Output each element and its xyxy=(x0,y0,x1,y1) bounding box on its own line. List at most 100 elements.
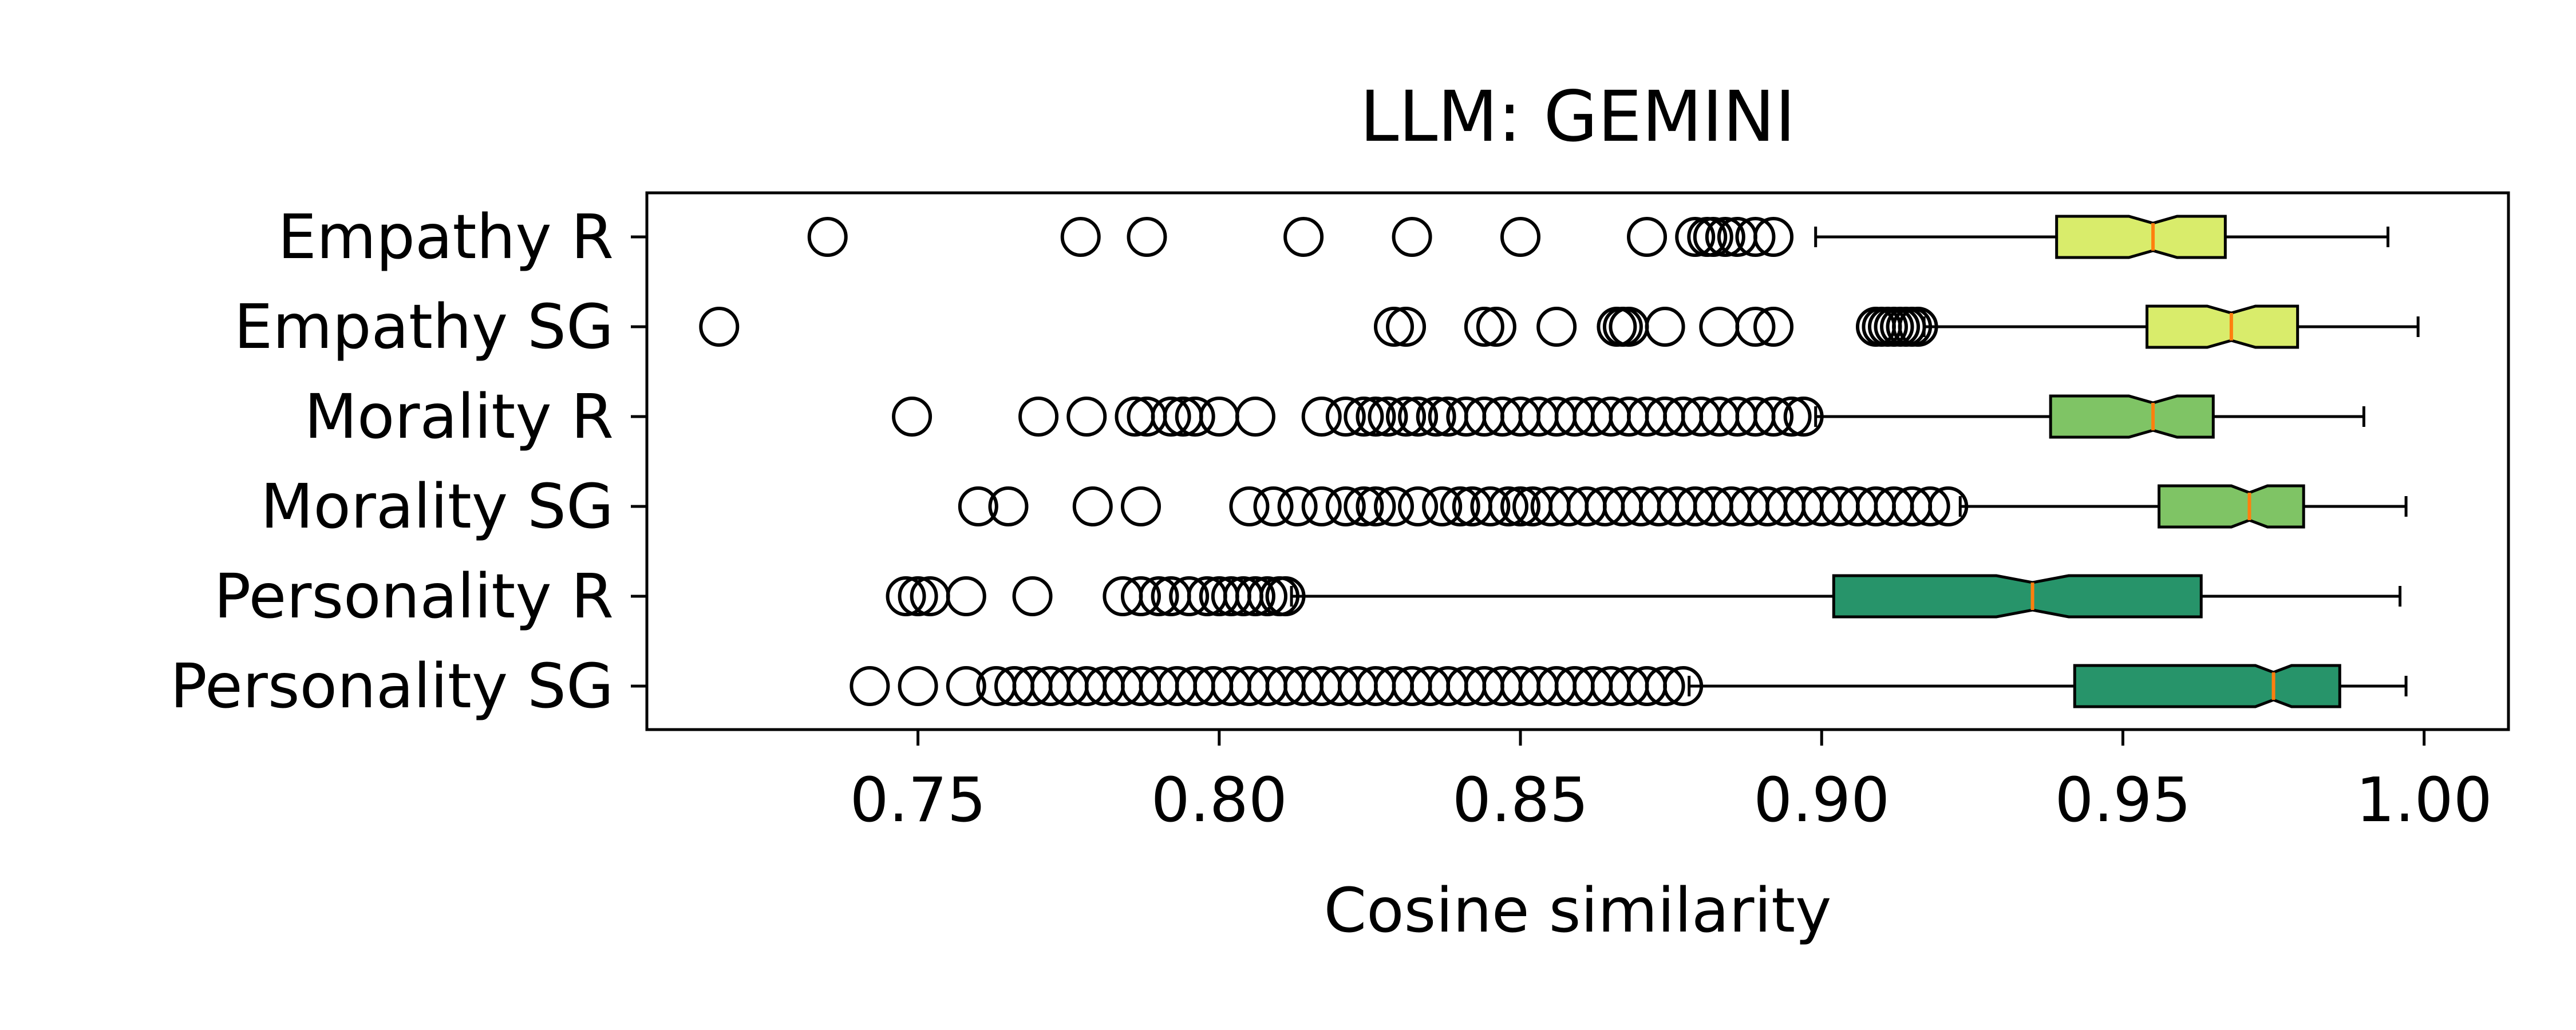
outlier-point xyxy=(1374,307,1415,347)
outlier-point xyxy=(1229,486,1270,526)
outlier-point xyxy=(1735,307,1776,347)
outlier-point xyxy=(1169,576,1210,616)
outlier-point xyxy=(1325,397,1366,437)
box-series xyxy=(699,304,2420,349)
outlier-point xyxy=(946,666,986,706)
box-body xyxy=(2146,304,2300,349)
outlier-point xyxy=(892,397,933,437)
y-tick-label: Empathy R xyxy=(278,202,614,273)
outlier-point xyxy=(1247,576,1287,616)
outlier-point xyxy=(1127,217,1167,257)
outlier-point xyxy=(1374,486,1415,526)
box-body xyxy=(2073,664,2341,708)
box-series xyxy=(850,664,2408,708)
outlier-point xyxy=(1488,486,1528,526)
outlier-point xyxy=(1753,217,1794,257)
outlier-point xyxy=(1066,397,1107,437)
outlier-point xyxy=(807,217,848,257)
outlier-point xyxy=(1060,217,1101,257)
box-series xyxy=(892,394,2365,439)
chart-title: LLM: GEMINI xyxy=(1360,76,1795,157)
x-tick-label: 0.85 xyxy=(1452,765,1589,836)
outlier-point xyxy=(1705,217,1745,257)
outlier-point xyxy=(1139,576,1179,616)
box-body xyxy=(2158,484,2305,529)
x-tick-label: 0.80 xyxy=(1151,765,1287,836)
outlier-point xyxy=(1120,486,1161,526)
outlier-point xyxy=(1398,397,1439,437)
outlier-point xyxy=(1012,576,1053,616)
outlier-point xyxy=(886,576,926,616)
outlier-point xyxy=(1301,486,1342,526)
x-tick-label: 1.00 xyxy=(2356,765,2492,836)
outlier-point xyxy=(1693,217,1733,257)
box-body xyxy=(2055,215,2227,259)
outlier-point xyxy=(1151,397,1191,437)
outlier-point xyxy=(699,307,740,347)
outlier-point xyxy=(1356,486,1396,526)
outlier-point xyxy=(1898,307,1938,347)
outlier-point xyxy=(1356,397,1396,437)
outlier-point xyxy=(958,486,998,526)
x-tick-label: 0.90 xyxy=(1753,765,1890,836)
y-tick-label: Personality SG xyxy=(170,651,614,722)
outlier-point xyxy=(1753,307,1794,347)
outlier-point xyxy=(1235,397,1275,437)
outlier-point xyxy=(1500,217,1541,257)
outlier-point xyxy=(1663,666,1704,706)
outlier-point xyxy=(1175,397,1215,437)
axes: Empathy R Empathy SG Morality R Morality SG… xyxy=(170,202,2492,836)
outlier-point xyxy=(1283,217,1324,257)
outlier-point xyxy=(1645,666,1685,706)
outlier-point xyxy=(1368,397,1408,437)
outlier-point xyxy=(1753,397,1794,437)
outlier-point xyxy=(1120,576,1161,616)
outlier-point xyxy=(1928,486,1969,526)
outlier-point xyxy=(946,576,986,616)
outlier-point xyxy=(1464,307,1504,347)
outlier-point xyxy=(1910,486,1950,526)
outlier-point xyxy=(1072,486,1113,526)
plot-frame xyxy=(645,191,2510,731)
outlier-point xyxy=(1386,397,1427,437)
outlier-point xyxy=(1386,307,1427,347)
outlier-point xyxy=(1627,217,1668,257)
outlier-point xyxy=(1301,397,1342,437)
outlier-point xyxy=(1440,486,1480,526)
box-series xyxy=(807,215,2390,259)
outlier-point xyxy=(1416,397,1456,437)
outlier-point xyxy=(1771,397,1812,437)
outlier-point xyxy=(1536,307,1577,347)
outlier-point xyxy=(850,666,890,706)
outlier-point xyxy=(898,576,938,616)
outlier-point xyxy=(1325,486,1366,526)
plot-area xyxy=(699,215,2420,708)
outlier-point xyxy=(1398,486,1439,526)
outlier-point xyxy=(1735,217,1776,257)
outlier-point xyxy=(1645,307,1685,347)
outlier-point xyxy=(1422,486,1463,526)
outlier-point xyxy=(898,666,938,706)
x-tick-label: 0.75 xyxy=(850,765,986,836)
x-axis-label: Cosine similarity xyxy=(1323,876,1831,946)
y-tick-label: Personality R xyxy=(214,561,614,632)
outlier-point xyxy=(1476,307,1516,347)
x-tick-label: 0.95 xyxy=(2055,765,2191,836)
outlier-point xyxy=(1277,486,1318,526)
box-body xyxy=(2049,394,2215,439)
outlier-point xyxy=(1783,397,1824,437)
y-tick-label: Morality SG xyxy=(260,472,614,542)
outlier-point xyxy=(1344,486,1384,526)
outlier-point xyxy=(1253,486,1294,526)
outlier-point xyxy=(1265,576,1306,616)
box-series xyxy=(958,484,2408,529)
outlier-point xyxy=(1344,397,1384,437)
box-body xyxy=(1832,574,2203,619)
box-series xyxy=(886,574,2402,619)
outlier-point xyxy=(1235,576,1275,616)
outlier-point xyxy=(1470,486,1511,526)
outlier-point xyxy=(1675,217,1716,257)
outlier-point xyxy=(988,486,1029,526)
y-tick-label: Empathy SG xyxy=(234,292,614,363)
